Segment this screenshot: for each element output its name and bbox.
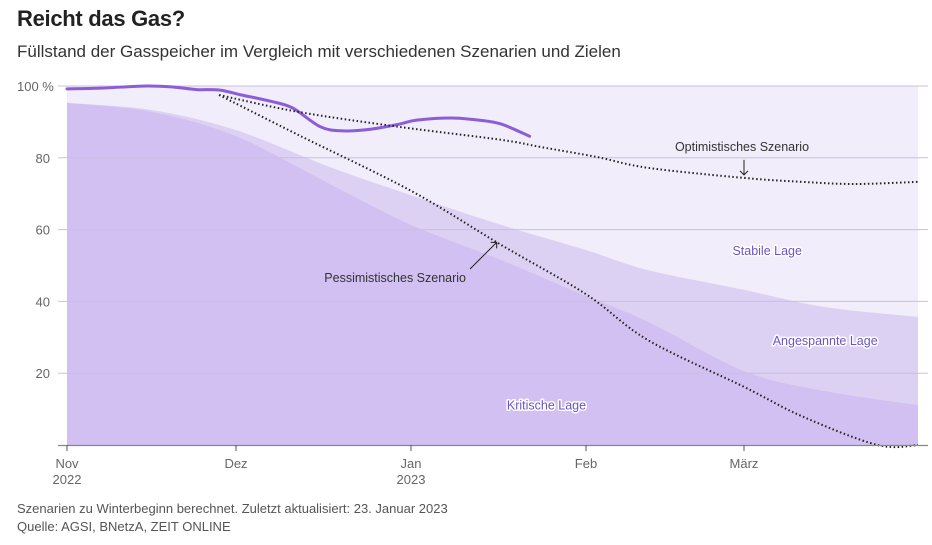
chart-subtitle: Füllstand der Gasspeicher im Vergleich m…	[17, 42, 621, 61]
x-tick-label: Dez	[224, 456, 247, 471]
x-tick-label: Jan	[401, 456, 422, 471]
annotation-pessimistic-arrow	[469, 241, 498, 270]
footer-source: Quelle: AGSI, BNetzA, ZEIT ONLINE	[17, 519, 231, 534]
series-füllstand	[65, 84, 532, 138]
annotation-optimistic-label: Optimistisches Szenario	[675, 140, 809, 154]
band-kritische-lage	[67, 102, 918, 446]
band-label: Angespannte Lage	[773, 334, 878, 348]
footer-note: Szenarien zu Winterbeginn berechnet. Zul…	[17, 501, 448, 516]
annotation-layer: Stabile Lage Angespannte Lage Kritische La…	[324, 140, 879, 414]
x-tick-sublabel: 2022	[53, 472, 82, 487]
band-label: Stabile Lage	[732, 244, 802, 258]
y-tick-label: 20	[36, 366, 50, 381]
y-tick-label: 80	[36, 151, 50, 166]
annotation-pessimistic-label: Pessimistisches Szenario	[324, 271, 466, 285]
y-tick-label: 40	[36, 294, 50, 309]
bands-layer	[67, 86, 918, 446]
y-tick-label: 100 %	[17, 79, 54, 94]
annotation-optimistic-arrow	[739, 159, 749, 176]
series-layer	[65, 84, 919, 449]
x-tick-label: März	[730, 456, 759, 471]
band-label: Kritische Lage	[507, 399, 586, 413]
x-tick-label: Feb	[575, 456, 597, 471]
grid-layer	[58, 85, 928, 374]
y-tick-label: 60	[36, 223, 50, 238]
x-tick-label: Nov	[55, 456, 79, 471]
chart-title: Reicht das Gas?	[17, 6, 185, 31]
series-optimistisches-szenario	[218, 93, 919, 186]
x-tick-sublabel: 2023	[397, 472, 426, 487]
